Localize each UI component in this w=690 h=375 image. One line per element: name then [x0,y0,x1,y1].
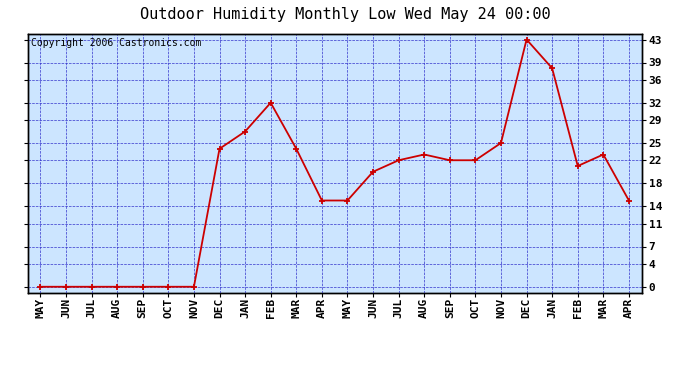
Text: Copyright 2006 Castronics.com: Copyright 2006 Castronics.com [30,38,201,48]
Text: Outdoor Humidity Monthly Low Wed May 24 00:00: Outdoor Humidity Monthly Low Wed May 24 … [139,8,551,22]
